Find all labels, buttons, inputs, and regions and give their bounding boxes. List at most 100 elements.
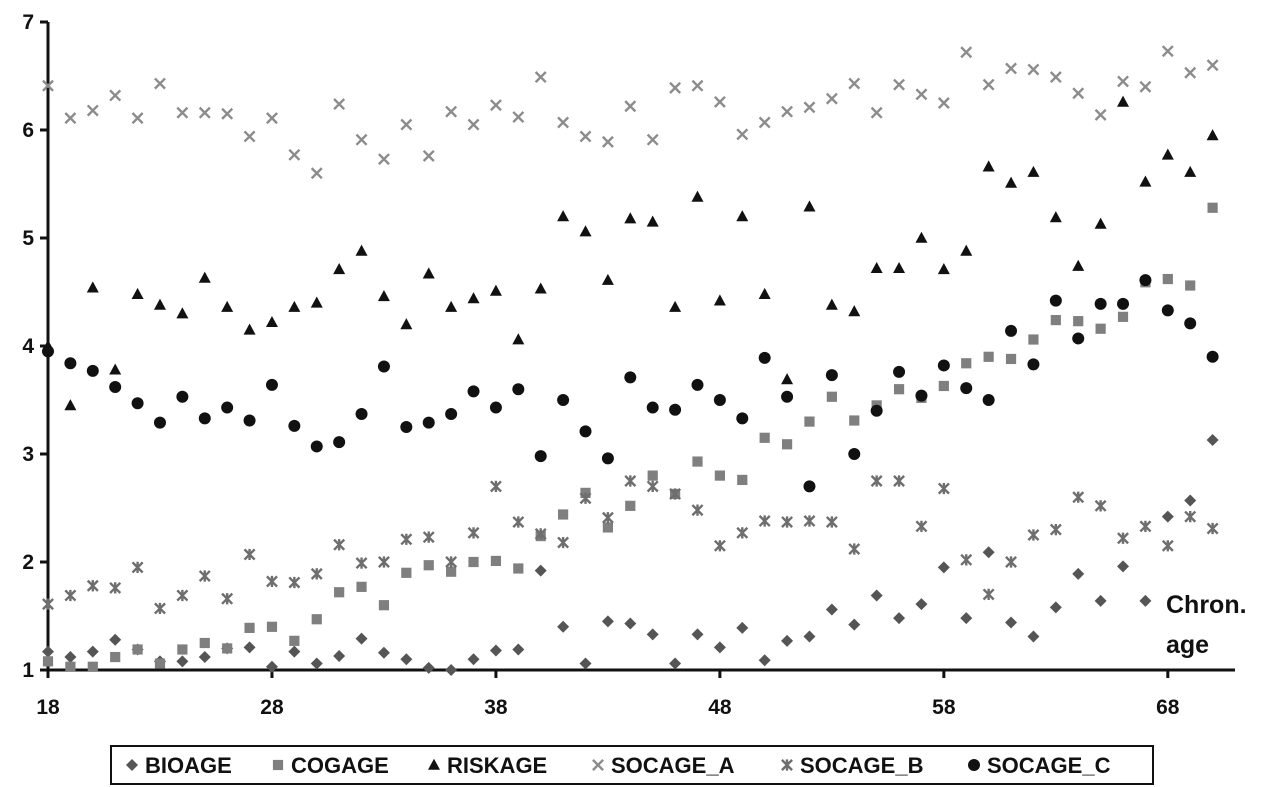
point-cogage [759, 432, 770, 443]
legend-marker-socage-c [968, 759, 980, 771]
point-socage-a [579, 130, 592, 143]
point-cogage [378, 600, 390, 611]
point-socage-b [288, 576, 301, 589]
point-socage-a [333, 98, 346, 111]
point-socage-c [937, 359, 950, 372]
point-bioage [243, 641, 256, 654]
point-socage-a [266, 112, 278, 125]
point-socage-c [1206, 350, 1219, 363]
point-bioage [377, 646, 390, 659]
point-cogage [1005, 353, 1017, 365]
legend-label-cogage: COGAGE [291, 753, 389, 778]
point-socage-b [803, 515, 816, 527]
legend-label-socage-a: SOCAGE_A [611, 753, 735, 778]
point-cogage [1050, 314, 1061, 326]
point-bioage [669, 657, 682, 670]
point-riskage [377, 290, 390, 302]
legend-marker-socage-a [592, 759, 604, 771]
point-socage-b [669, 488, 682, 500]
point-bioage [557, 620, 570, 633]
point-socage-b [1005, 556, 1017, 568]
point-bioage [1094, 594, 1107, 607]
point-bioage [713, 641, 726, 654]
point-socage-b [601, 511, 614, 524]
y-tick-label: 1 [22, 659, 34, 682]
legend: BIOAGE COGAGE RISKAGE SOCAGE_A SOCAGE_B SOCAG… [110, 745, 1154, 785]
point-socage-c [713, 394, 726, 406]
point-cogage [423, 560, 434, 571]
point-socage-a [445, 105, 458, 118]
point-socage-b [736, 526, 749, 539]
point-cogage [781, 439, 793, 450]
point-socage-b [42, 598, 54, 611]
point-socage-a [1206, 59, 1219, 72]
point-riskage [333, 263, 346, 275]
point-socage-a [221, 107, 234, 120]
point-socage-a [109, 89, 122, 102]
point-bioage [1049, 601, 1062, 614]
point-socage-c [893, 365, 906, 378]
point-socage-b [109, 581, 122, 594]
point-bioage [1005, 616, 1018, 629]
series-socage-c [42, 274, 1219, 493]
x-tick-label: 28 [260, 696, 284, 719]
point-cogage [714, 470, 725, 481]
point-cogage [244, 622, 255, 633]
x-tick-label: 68 [1156, 696, 1180, 719]
point-socage-a [915, 88, 928, 101]
point-socage-b [489, 480, 502, 493]
point-riskage [422, 267, 435, 279]
point-socage-b [893, 475, 906, 487]
point-socage-b [557, 536, 570, 549]
point-socage-a [422, 149, 435, 162]
point-riskage [534, 282, 547, 294]
point-socage-a [691, 79, 704, 92]
point-socage-b [467, 526, 480, 539]
point-riskage [265, 315, 278, 328]
point-riskage [713, 294, 726, 306]
point-riskage [131, 287, 144, 299]
point-bioage [893, 612, 906, 625]
series-socage-b [42, 475, 1219, 615]
point-riskage [601, 273, 614, 285]
point-riskage [691, 190, 704, 202]
point-bioage [64, 651, 77, 664]
point-cogage [1073, 316, 1084, 327]
point-socage-b [1161, 539, 1174, 552]
point-socage-b [982, 588, 995, 601]
point-cogage [826, 391, 837, 402]
point-socage-a [355, 133, 368, 146]
point-bioage [758, 654, 771, 667]
y-tick-label: 7 [22, 11, 34, 34]
point-socage-b [781, 516, 794, 528]
y-axis-ticks: 1 2 3 4 5 6 7 [22, 11, 48, 682]
point-cogage [110, 651, 121, 663]
point-cogage [737, 474, 748, 486]
point-cogage [468, 556, 479, 568]
point-riskage [86, 281, 99, 293]
point-riskage [1027, 165, 1040, 177]
point-socage-c [288, 419, 301, 432]
point-socage-c [1117, 297, 1130, 310]
point-socage-a [1117, 75, 1129, 88]
point-riskage [803, 200, 816, 212]
point-cogage [1095, 323, 1106, 334]
point-socage-c [400, 421, 413, 433]
point-socage-b [1139, 520, 1152, 533]
series-bioage [42, 433, 1219, 676]
point-socage-b [579, 492, 592, 505]
point-cogage [1162, 273, 1173, 285]
legend-marker-riskage [428, 758, 440, 770]
point-socage-b [445, 556, 458, 568]
point-bioage [1184, 494, 1197, 507]
point-socage-c [198, 412, 211, 425]
axes [46, 22, 1235, 672]
point-cogage [602, 522, 614, 533]
point-socage-a [736, 128, 749, 141]
point-bioage [803, 630, 816, 643]
point-riskage [221, 300, 234, 312]
point-riskage [445, 300, 458, 312]
series-socage-a [42, 45, 1219, 180]
point-riskage [937, 263, 950, 275]
point-socage-a [534, 71, 547, 84]
